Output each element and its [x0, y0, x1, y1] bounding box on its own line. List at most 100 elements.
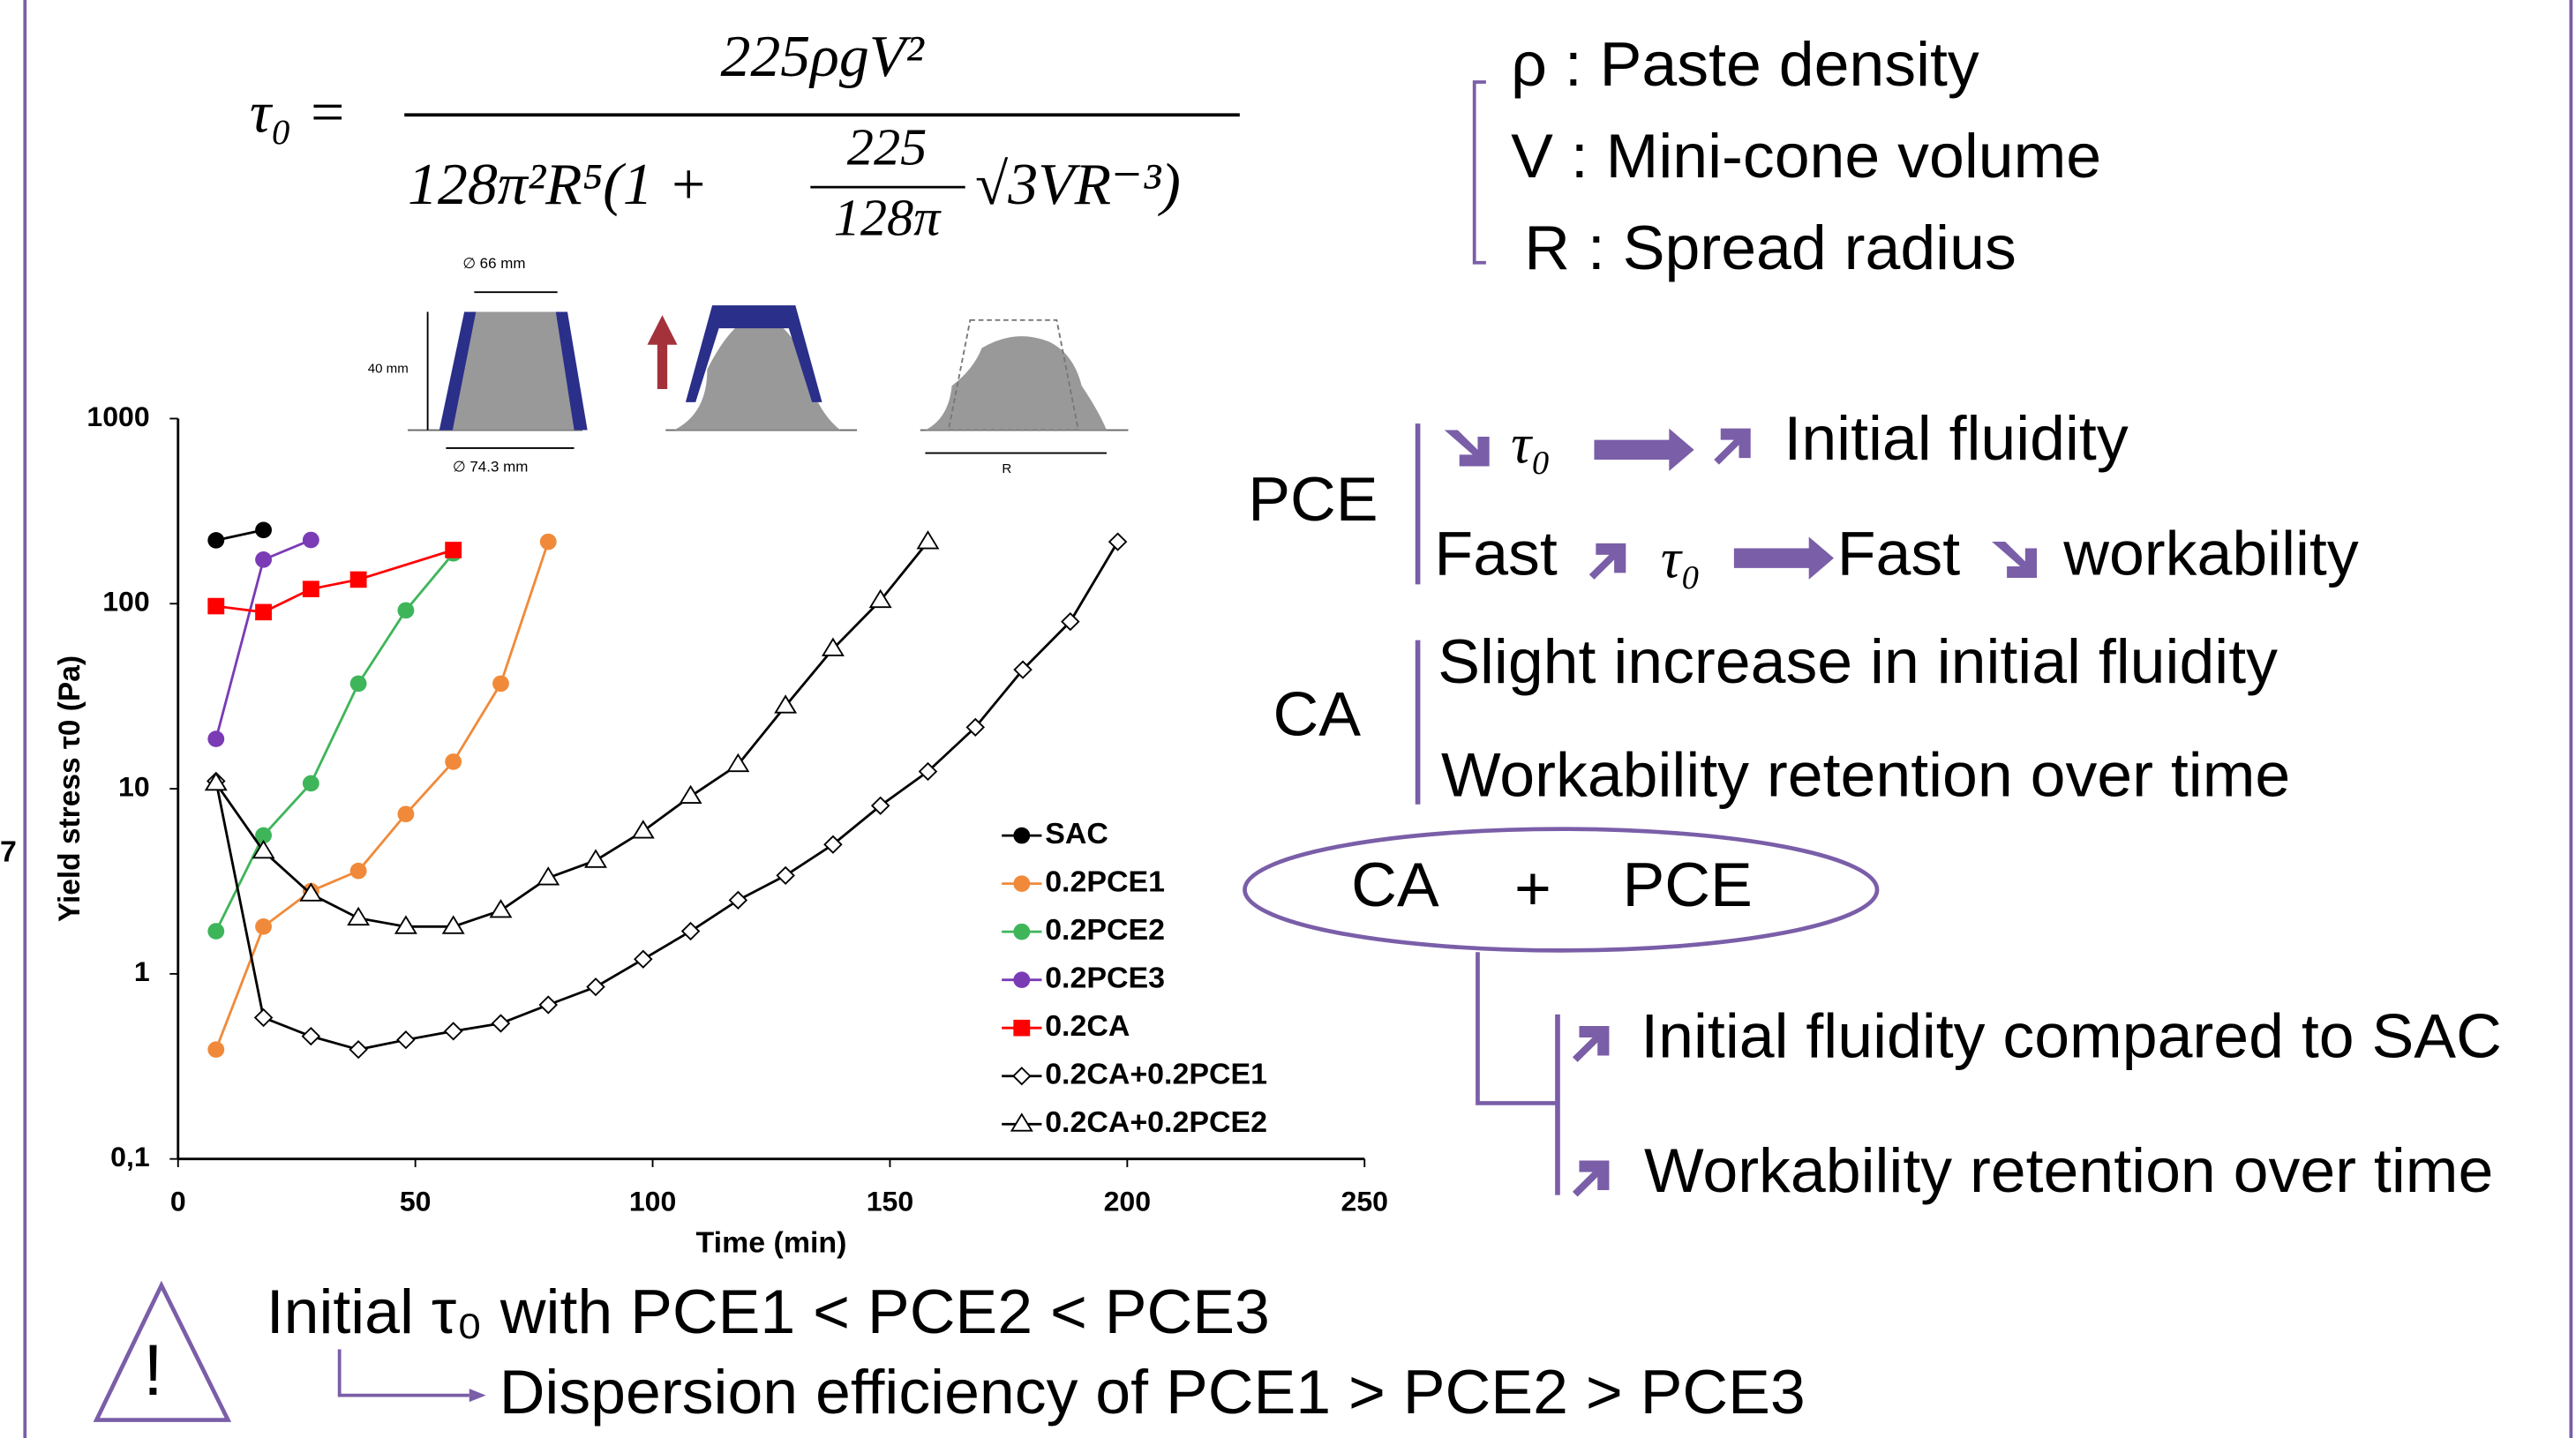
marker — [868, 588, 892, 609]
y-tick-label: 1000 — [86, 401, 149, 432]
marker — [349, 1040, 368, 1060]
marker — [349, 675, 367, 693]
dimension-label: ∅ 66 mm — [462, 255, 525, 272]
legend-marker — [1013, 1019, 1031, 1037]
series-line — [214, 538, 312, 739]
y-tick-label: 10 — [118, 771, 150, 803]
marker — [301, 1027, 321, 1046]
marker — [443, 1022, 463, 1041]
cone-wall — [439, 311, 477, 431]
marker — [252, 839, 275, 859]
bracket — [1472, 80, 1486, 265]
combo-text: PCE — [1623, 851, 1753, 920]
x-tick-label: 200 — [1104, 1185, 1151, 1217]
marker — [821, 637, 845, 656]
statement: Workability retention over time — [1644, 1136, 2493, 1205]
marker — [916, 530, 940, 550]
statement: Initial fluidity — [1784, 404, 2129, 473]
arrow-up — [1572, 1025, 1610, 1062]
arrow-up — [1714, 428, 1751, 465]
marker — [726, 753, 750, 773]
legend-label: 0.2CA — [1045, 1009, 1130, 1043]
formula-inner-denominator: 128π — [834, 189, 943, 247]
legend-marker — [1013, 875, 1031, 892]
dimension-label: 40 mm — [368, 362, 409, 377]
legend-label: 0.2PCE2 — [1045, 913, 1165, 947]
formula-denominator: 128π²R⁵(1 + — [408, 152, 709, 217]
y-tick-label: 100 — [102, 586, 149, 618]
statement: Fast — [1434, 520, 1558, 588]
statement: Workability retention over time — [1441, 741, 2290, 810]
marker — [253, 1007, 274, 1028]
marker — [349, 571, 367, 588]
cone-wall-lifted — [685, 305, 822, 402]
warning-text: Initial τ₀ with PCE1 < PCE2 < PCE3 — [267, 1277, 1270, 1346]
marker — [207, 730, 225, 747]
marker — [586, 977, 605, 997]
cone-outline — [947, 318, 1080, 431]
x-tick-label: 0 — [170, 1185, 186, 1217]
marker — [965, 717, 986, 737]
x-tick-label: 150 — [867, 1185, 913, 1217]
marker — [255, 918, 272, 935]
definition: ρ : Paste density — [1511, 30, 1979, 99]
warning-text: Dispersion efficiency of PCE1 > PCE2 > P… — [499, 1359, 1806, 1427]
marker — [397, 805, 415, 823]
combo-text: CA — [1351, 851, 1439, 920]
symbol: τ₀ — [1661, 528, 1701, 590]
marker — [445, 542, 462, 558]
legend-label: 0.2PCE3 — [1045, 962, 1165, 995]
statement: Initial fluidity compared to SAC — [1641, 1002, 2502, 1071]
marker — [823, 835, 843, 854]
x-tick-label: 250 — [1341, 1185, 1388, 1217]
trend-icons — [1444, 428, 2038, 1197]
marker — [445, 753, 462, 770]
y-axis-label: Yield stress τ0 (Pa) — [53, 655, 86, 922]
legend-marker — [1013, 923, 1031, 940]
y-tick-label: 0,1 — [110, 1141, 150, 1172]
legend-marker — [1013, 971, 1031, 988]
implies-arrow — [1594, 428, 1694, 472]
legend-label: 0.2PCE1 — [1045, 865, 1165, 899]
formula-lhs: τ₀ = — [250, 79, 348, 145]
marker — [396, 1030, 416, 1050]
marker — [774, 694, 798, 714]
marker — [492, 675, 509, 693]
series-line — [214, 541, 550, 1051]
formula-inner-numerator: 225 — [847, 118, 928, 176]
series-line — [214, 552, 454, 932]
warning-triangle — [93, 1280, 232, 1422]
marker — [634, 949, 653, 969]
marker — [584, 849, 607, 868]
series-line — [214, 541, 1119, 1052]
marker — [204, 771, 228, 791]
marker — [680, 921, 701, 941]
marker — [207, 923, 225, 940]
marker — [631, 820, 655, 839]
arrow-down — [1992, 542, 2038, 578]
implies-arrow — [1733, 536, 1834, 580]
marker — [870, 796, 890, 815]
symbol: τ₀ — [1511, 413, 1551, 476]
marker — [255, 827, 272, 844]
marker — [299, 882, 323, 902]
spread-paste — [925, 336, 1107, 431]
marker — [1061, 611, 1080, 632]
marker — [538, 995, 559, 1015]
group-label: CA — [1273, 680, 1362, 749]
slide-number: 7 — [0, 835, 17, 869]
legend-label: SAC — [1045, 817, 1108, 850]
marker — [1013, 660, 1033, 679]
marker — [918, 761, 938, 782]
marker — [491, 1014, 511, 1033]
connector — [337, 1349, 469, 1397]
marker — [207, 597, 225, 615]
legend-label: 0.2CA+0.2PCE1 — [1045, 1058, 1267, 1091]
marker — [255, 603, 272, 621]
legend-marker — [1012, 1067, 1032, 1086]
marker — [539, 533, 557, 550]
plot: 0,1 1 10 100 1000 0 50 100 150 200 250 Time (min) Yi… — [53, 401, 1388, 1259]
statement: Fast — [1837, 520, 1961, 588]
legend-label: 0.2CA+0.2PCE2 — [1045, 1105, 1267, 1139]
combo-ellipse — [1243, 827, 1880, 953]
